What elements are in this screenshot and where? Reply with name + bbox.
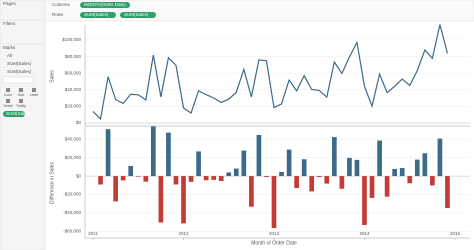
- difference-bar: [120, 176, 126, 181]
- y-tick-label: $0: [76, 120, 82, 125]
- difference-bar: [445, 176, 450, 208]
- mark-type-dropdown[interactable]: [2, 76, 34, 84]
- difference-bar: [301, 159, 307, 177]
- x-tick-label: 2013: [269, 231, 280, 236]
- mark-button-icon[interactable]: [6, 99, 10, 103]
- difference-bar: [173, 176, 179, 185]
- difference-bar: [135, 176, 141, 177]
- difference-bar: [143, 176, 149, 182]
- y-tick-label: $20,000: [65, 155, 82, 160]
- mark-button-label[interactable]: Size: [18, 93, 25, 97]
- pill-label[interactable]: MONTH(Order Date): [84, 2, 126, 7]
- difference-bar: [279, 171, 284, 177]
- sidebar: [0, 0, 46, 250]
- pill[interactable]: [80, 12, 116, 18]
- pages-label: Pages: [3, 1, 17, 6]
- marks-label: Marks: [3, 45, 16, 50]
- filters-label: Filters: [3, 21, 16, 26]
- mark-button-label[interactable]: Label: [30, 93, 39, 97]
- difference-bar: [188, 176, 194, 182]
- mark-button-icon[interactable]: [6, 88, 10, 92]
- difference-bar: [286, 149, 292, 177]
- difference-bar: [384, 176, 390, 197]
- difference-bar: [158, 176, 164, 223]
- y-tick-label: $20,000: [65, 104, 82, 109]
- y-axis-title: Difference in Sales: [49, 162, 55, 204]
- difference-bar: [166, 132, 171, 177]
- rows-label: Rows: [52, 12, 64, 17]
- y-axis-title: Sales: [49, 70, 55, 83]
- columns-label: Columns: [52, 2, 71, 7]
- difference-bar: [105, 129, 111, 177]
- pill-label[interactable]: SUM(Sales): [124, 12, 149, 17]
- difference-bar: [339, 176, 345, 189]
- difference-bar: [316, 176, 322, 178]
- difference-bar: [249, 176, 254, 207]
- difference-bar: [422, 153, 428, 177]
- difference-bar: [98, 176, 103, 185]
- y-tick-label: $0: [76, 173, 82, 178]
- x-tick-label: 2014: [359, 231, 370, 236]
- difference-bar: [324, 176, 330, 184]
- difference-bar: [196, 151, 201, 177]
- difference-bar: [437, 138, 443, 177]
- difference-bar: [347, 157, 352, 177]
- mark-button-label[interactable]: Color: [4, 93, 13, 97]
- difference-bar: [211, 176, 217, 180]
- mark-button-label[interactable]: Detail: [4, 104, 13, 108]
- difference-bar: [181, 176, 186, 224]
- difference-bar: [128, 165, 134, 177]
- difference-bar: [354, 159, 360, 177]
- y-tick-label: $100,000: [62, 37, 81, 42]
- difference-bar: [430, 176, 435, 186]
- x-tick-label: 2011: [88, 231, 98, 236]
- y-tick-label: $80,000: [65, 54, 82, 59]
- difference-bar: [203, 176, 209, 181]
- y-tick-label: $60,000: [65, 70, 82, 75]
- pill-label[interactable]: SUM(Sales): [84, 12, 109, 17]
- y-tick-label: -$20,000: [63, 192, 81, 197]
- difference-bar: [264, 176, 269, 178]
- mark-button-icon[interactable]: [19, 99, 23, 103]
- difference-bar: [331, 137, 337, 177]
- difference-bar: [113, 176, 118, 202]
- marks-all[interactable]: All: [7, 53, 12, 58]
- marks-card[interactable]: SUM(Sales): [7, 69, 32, 74]
- difference-bar: [226, 172, 232, 177]
- difference-bar: [241, 150, 247, 177]
- difference-bar: [362, 176, 367, 225]
- marks-card[interactable]: SUM(Sales): [7, 61, 32, 66]
- difference-bar: [392, 168, 398, 177]
- difference-bar: [414, 159, 420, 177]
- x-tick-label: 2012: [178, 231, 189, 236]
- pill[interactable]: [3, 111, 25, 117]
- y-tick-label: $40,000: [65, 87, 82, 92]
- x-tick-label: 2015: [450, 231, 461, 236]
- y-tick-label: $40,000: [65, 136, 82, 141]
- difference-bar: [150, 126, 156, 177]
- pill-label[interactable]: SUM(Sales): [6, 111, 31, 116]
- y-tick-label: -$60,000: [63, 229, 81, 234]
- difference-bar: [256, 135, 262, 177]
- difference-bar: [294, 176, 299, 189]
- difference-bar: [369, 176, 375, 198]
- pill[interactable]: [120, 12, 156, 18]
- mark-button-label[interactable]: Tooltip: [16, 104, 26, 108]
- difference-bar: [309, 176, 315, 192]
- difference-bar: [271, 176, 277, 229]
- difference-bar: [399, 168, 405, 177]
- mark-button-icon[interactable]: [32, 88, 36, 92]
- difference-bar: [407, 176, 413, 184]
- mark-buttons: Color Size Label Detail Tooltip: [4, 88, 39, 108]
- difference-bar: [377, 140, 382, 177]
- x-axis-title: Month of Order Date: [251, 240, 297, 246]
- mark-button-icon[interactable]: [19, 88, 23, 92]
- pill[interactable]: [80, 2, 130, 8]
- difference-bar: [233, 168, 239, 177]
- difference-bar: [218, 176, 224, 182]
- y-tick-label: -$40,000: [63, 210, 81, 215]
- sales-line: [92, 24, 449, 121]
